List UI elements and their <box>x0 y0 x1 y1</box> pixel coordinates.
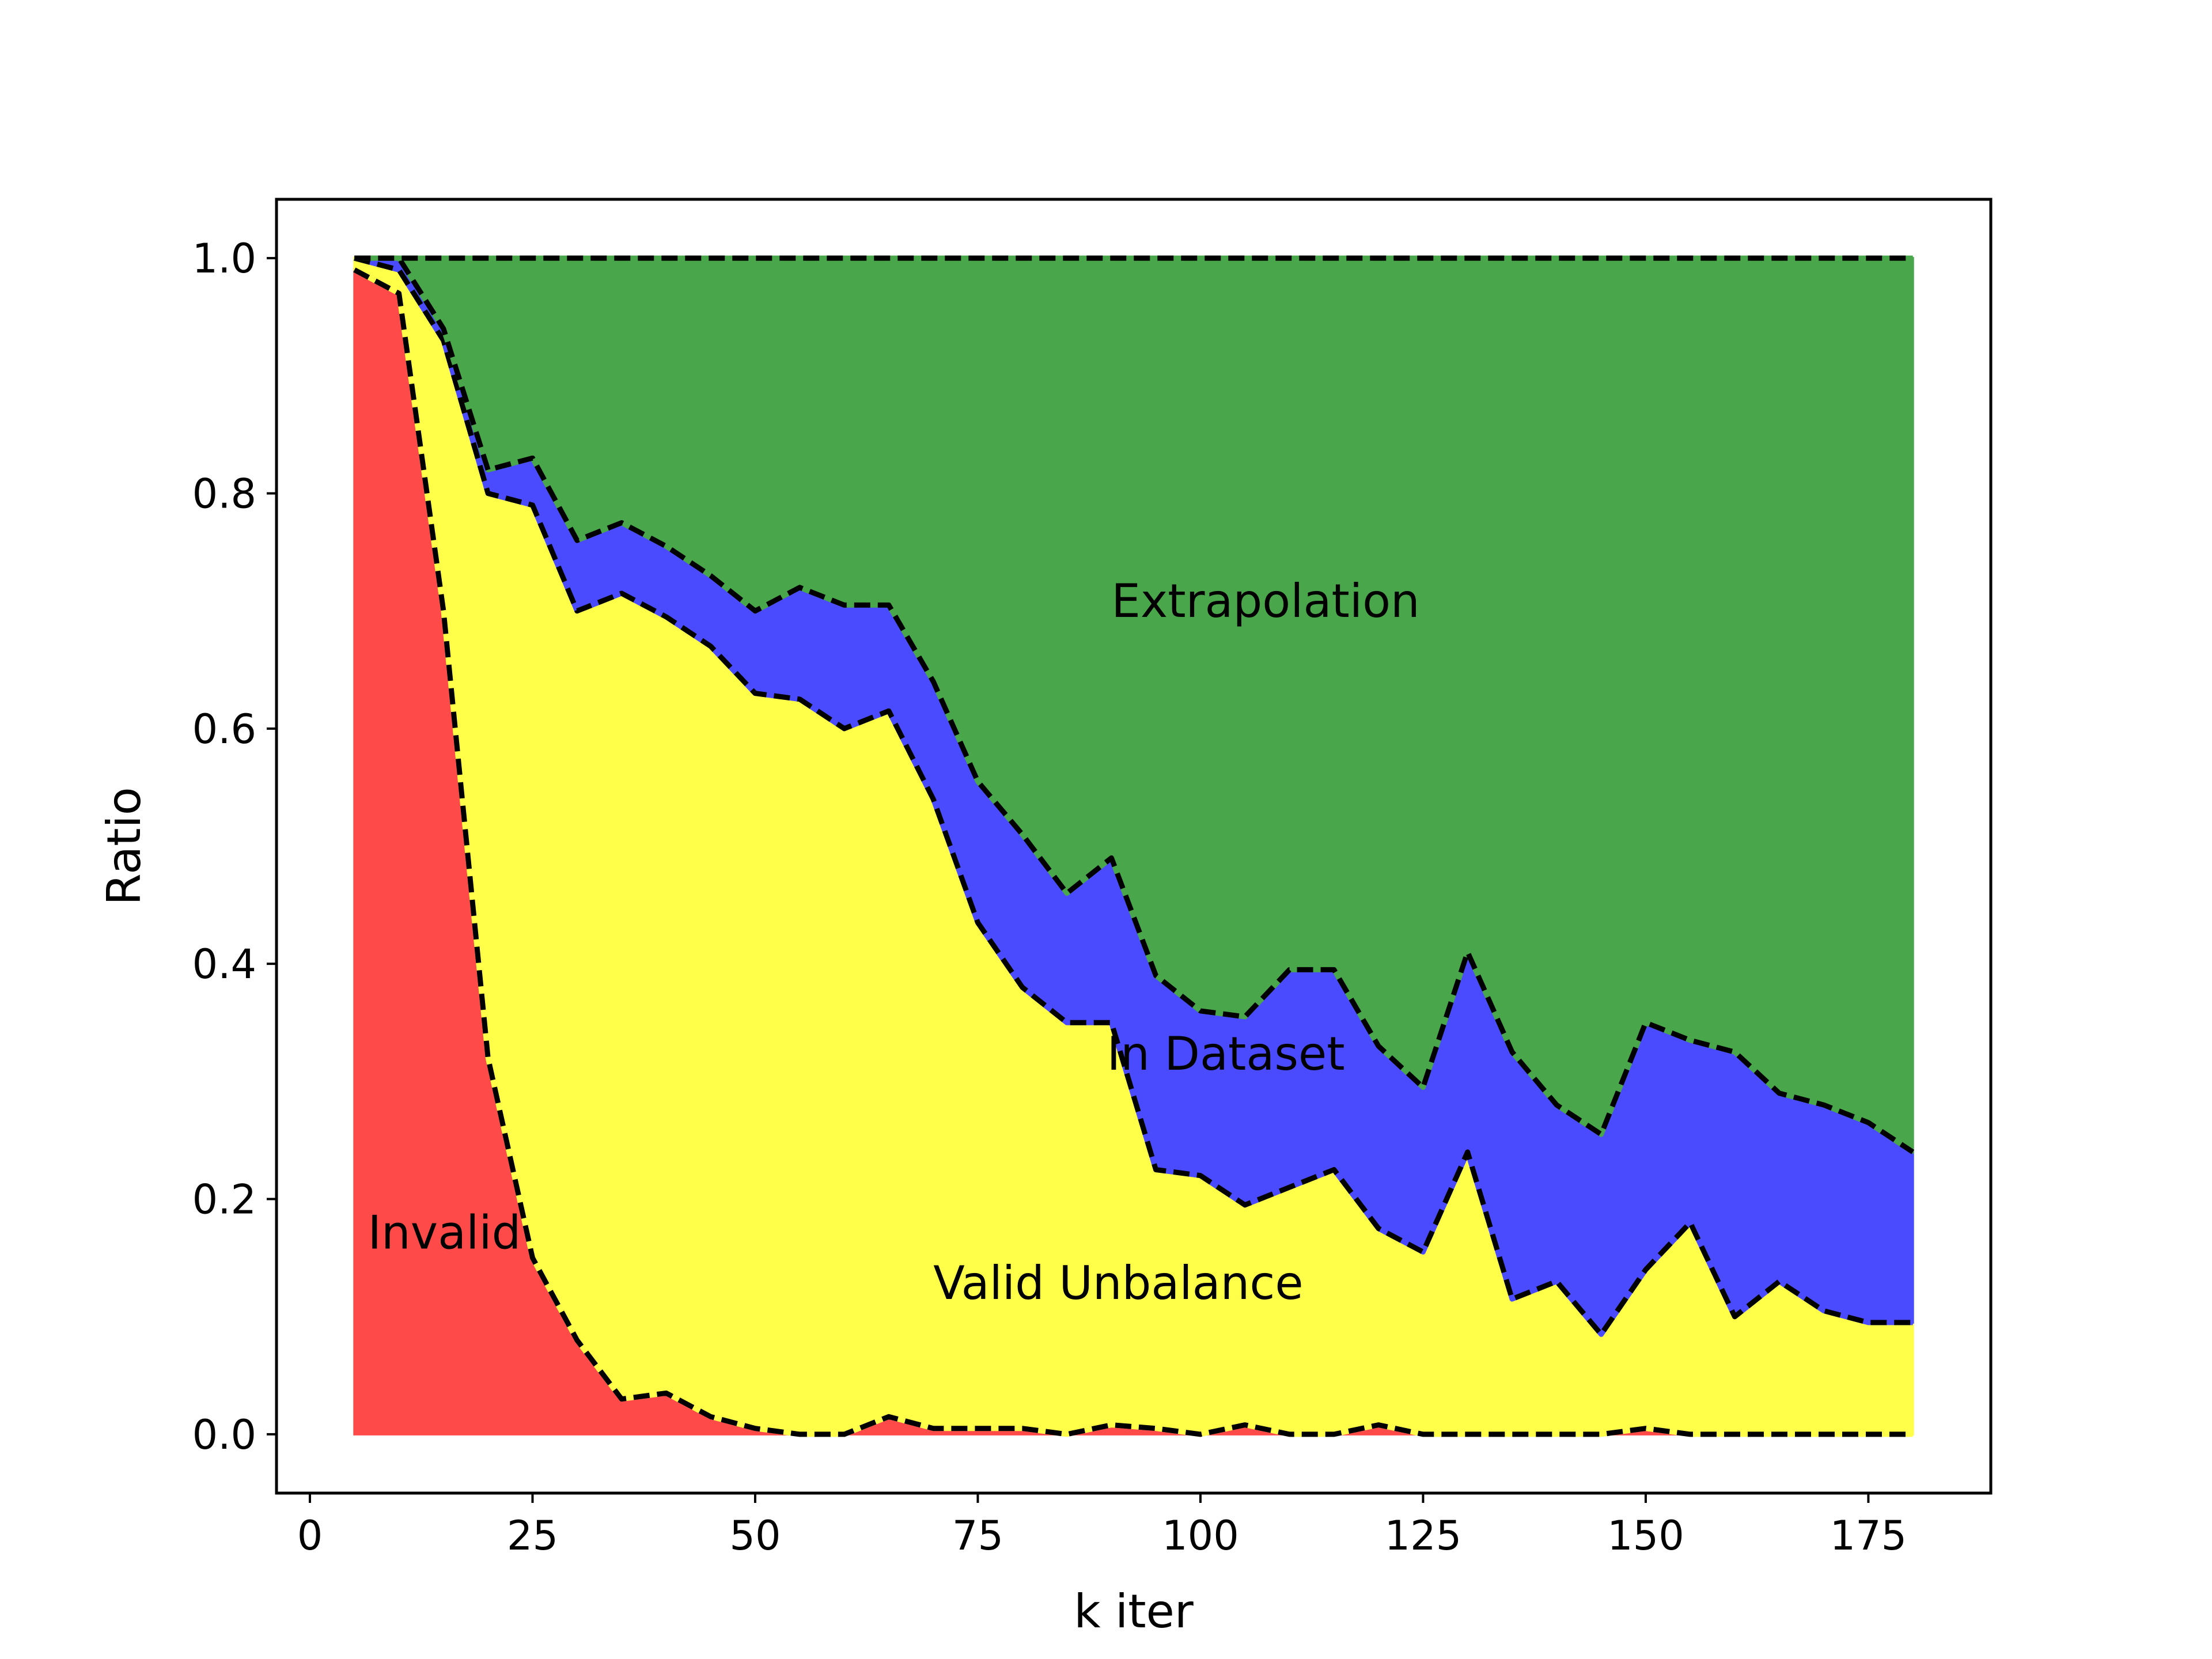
x-tick-label: 125 <box>1385 1512 1462 1559</box>
x-tick-label: 0 <box>297 1512 323 1559</box>
boundary-lines <box>353 255 1915 1437</box>
y-axis-ticks: 0.0 0.2 0.4 0.6 0.8 1.0 <box>192 235 276 1459</box>
y-tick-label: 0.6 <box>192 706 256 753</box>
plot-frame <box>275 198 1993 1495</box>
y-tick-label: 0.2 <box>192 1176 256 1224</box>
boundary-line-valid-unbalance <box>354 255 1913 1337</box>
annotation-extrapolation: Extrapolation <box>1111 574 1419 628</box>
annotation-in-dataset: In Dataset <box>1107 1027 1345 1081</box>
boundary-line-in-dataset <box>354 255 1915 1154</box>
annotation-valid-unbalance: Valid Unbalance <box>933 1256 1303 1310</box>
x-tick-label: 150 <box>1607 1512 1684 1559</box>
x-tick-label: 25 <box>507 1512 558 1559</box>
x-axis-label: k iter <box>1074 1585 1194 1638</box>
x-tick-label: 75 <box>952 1512 1003 1559</box>
y-tick-label: 0.0 <box>192 1411 256 1459</box>
region-labels: Invalid Valid Unbalance In Dataset Extrapol… <box>368 574 1419 1310</box>
annotation-invalid: Invalid <box>368 1206 521 1259</box>
x-tick-label: 50 <box>729 1512 781 1559</box>
x-tick-label: 175 <box>1830 1512 1907 1559</box>
y-tick-label: 0.8 <box>192 470 256 517</box>
y-tick-label: 1.0 <box>192 235 256 282</box>
x-axis-ticks: 0 25 50 75 100 125 150 175 <box>297 1493 1907 1559</box>
y-axis-label: Ratio <box>97 787 151 905</box>
y-tick-label: 0.4 <box>192 941 256 988</box>
boundary-underline-invalid <box>353 267 1913 1437</box>
x-tick-label: 100 <box>1162 1512 1239 1559</box>
